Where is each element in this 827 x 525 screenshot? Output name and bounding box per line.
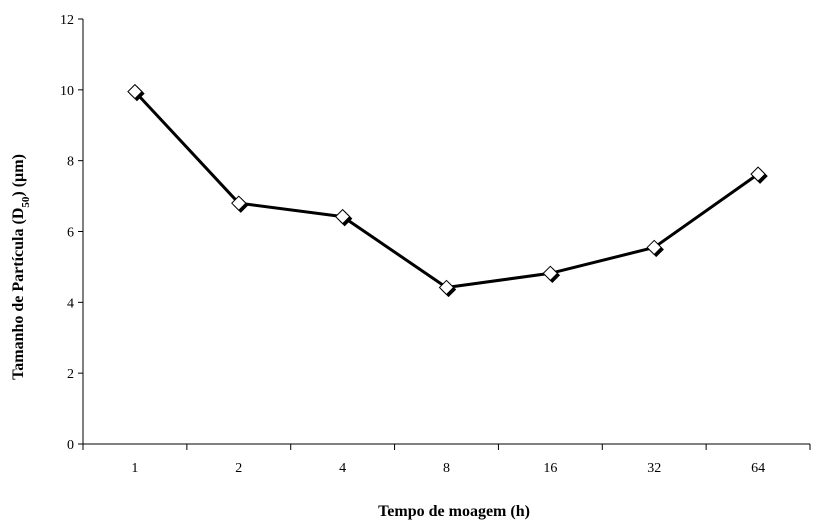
- x-tick-label: 2: [235, 461, 242, 476]
- series: [127, 83, 768, 298]
- data-point-marker: [750, 166, 766, 182]
- y-tick-label: 8: [67, 155, 74, 170]
- data-point-marker: [231, 195, 247, 211]
- y-axis-title: Tamanho de Partícula (D50) (µm): [10, 154, 32, 380]
- x-tick-label: 32: [647, 461, 661, 476]
- data-point-marker: [127, 83, 143, 100]
- x-axis: 1 2 4 8 16 32 64: [82, 443, 811, 476]
- y-tick-label: 10: [60, 84, 74, 99]
- series-line: [133, 90, 759, 289]
- data-point: [231, 195, 249, 213]
- y-tick-label: 12: [60, 13, 74, 28]
- y-axis-title-tail: ) (µm): [10, 154, 27, 197]
- data-point-marker: [334, 208, 351, 225]
- y-axis-title-subscript: 50: [20, 196, 32, 208]
- data-point: [438, 279, 457, 298]
- data-point: [646, 239, 664, 258]
- y-axis-title-main: Tamanho de Partícula (D: [10, 208, 27, 380]
- data-point: [542, 265, 561, 283]
- y-axis: 0 2 4 6 8 10 12: [60, 13, 84, 453]
- x-tick-label: 8: [443, 461, 450, 476]
- data-point-marker: [438, 279, 455, 296]
- x-axis-title: Tempo de moagem (h): [378, 503, 530, 520]
- y-tick-label: 0: [67, 438, 74, 453]
- data-point: [127, 83, 145, 102]
- x-tick-label: 64: [751, 461, 765, 476]
- x-tick-label: 16: [543, 461, 557, 476]
- data-point: [334, 208, 353, 227]
- y-tick-label: 6: [67, 226, 74, 241]
- x-tick-label: 4: [339, 461, 346, 476]
- x-tick-label: 1: [131, 461, 138, 476]
- y-tick-label: 2: [67, 367, 74, 382]
- data-point: [750, 166, 768, 184]
- data-point-marker: [542, 265, 559, 281]
- y-tick-label: 4: [67, 296, 74, 311]
- data-point-marker: [646, 239, 662, 256]
